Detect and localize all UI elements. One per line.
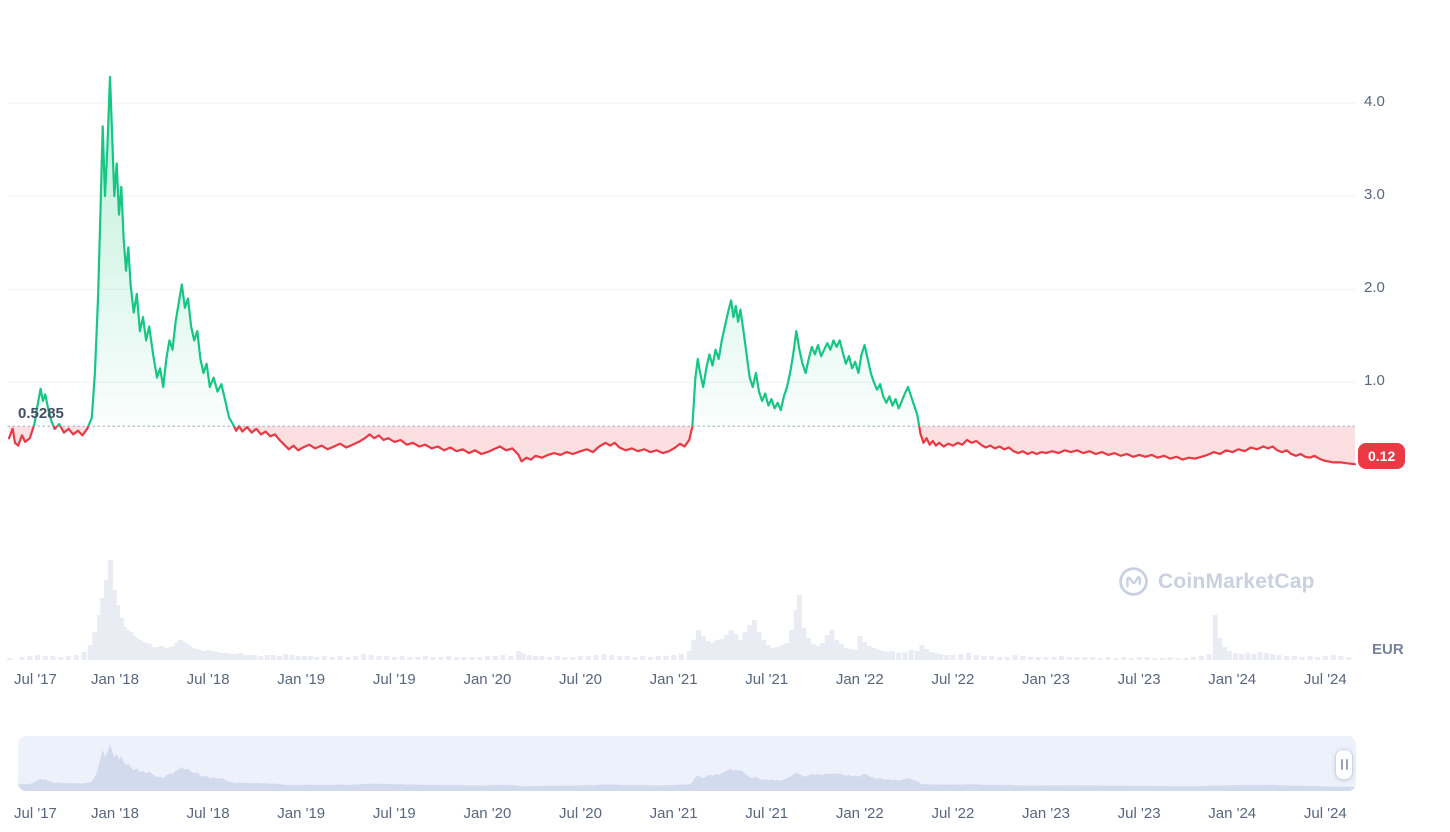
x-axis-label: Jan '24	[1208, 805, 1257, 822]
navigator-silhouette	[18, 744, 1355, 791]
x-axis-label: Jul '19	[372, 805, 416, 822]
x-axis-label: Jul '21	[745, 671, 789, 688]
watermark-text: CoinMarketCap	[1158, 569, 1315, 593]
x-axis-label: Jan '22	[835, 805, 884, 822]
x-axis-label: Jan '19	[277, 805, 326, 822]
y-axis-label: 4.0	[1364, 93, 1385, 110]
x-axis-label: Jul '24	[1303, 805, 1347, 822]
x-axis-label: Jul '17	[14, 805, 57, 822]
x-axis-label: Jul '18	[186, 671, 230, 688]
volume-bars	[7, 560, 1352, 660]
x-axis-label: Jul '22	[931, 671, 975, 688]
x-axis-label: Jul '21	[745, 805, 789, 822]
range-navigator[interactable]	[18, 736, 1356, 791]
y-axis-label: 3.0	[1364, 186, 1385, 203]
x-axis-label: Jul '20	[559, 805, 602, 822]
x-axis-label: Jul '17	[14, 671, 57, 688]
currency-label: EUR	[1372, 641, 1404, 658]
x-axis-label: Jul '23	[1117, 671, 1161, 688]
x-axis-label: Jan '23	[1022, 805, 1070, 822]
baseline-price-label: 0.5285	[18, 405, 64, 422]
x-axis-label: Jan '23	[1022, 671, 1070, 688]
price-line-down	[7, 426, 1356, 466]
x-axis-label: Jan '21	[649, 805, 698, 822]
x-axis-label: Jul '20	[559, 671, 602, 688]
area-fill-down	[9, 426, 1355, 465]
y-axis-label: 2.0	[1364, 279, 1385, 296]
x-axis-label: Jan '20	[463, 671, 512, 688]
area-fill-up	[9, 76, 1355, 427]
coinmarketcap-watermark: CoinMarketCap	[1118, 566, 1315, 597]
current-price-badge: 0.12	[1358, 443, 1406, 469]
gridlines	[8, 102, 1356, 383]
x-axis-label: Jan '18	[91, 805, 139, 822]
range-handle-right[interactable]	[1335, 749, 1353, 780]
navigator-price-silhouette	[18, 744, 1355, 791]
x-axis-label: Jul '22	[931, 805, 975, 822]
x-axis-label: Jul '19	[372, 671, 416, 688]
x-axis-label: Jan '21	[649, 671, 698, 688]
x-axis-label: Jan '18	[91, 671, 139, 688]
x-axis-label: Jan '20	[463, 805, 512, 822]
x-axis-label: Jul '18	[186, 805, 230, 822]
x-axis-label: Jul '23	[1117, 805, 1161, 822]
x-axis-label: Jan '22	[835, 671, 884, 688]
price-line-up	[32, 75, 921, 427]
y-axis-label: 1.0	[1364, 372, 1385, 389]
x-axis-label: Jan '19	[277, 671, 326, 688]
x-axis-label: Jul '24	[1303, 671, 1347, 688]
x-axis-label: Jan '24	[1208, 671, 1257, 688]
coinmarketcap-logo-icon	[1119, 567, 1148, 596]
